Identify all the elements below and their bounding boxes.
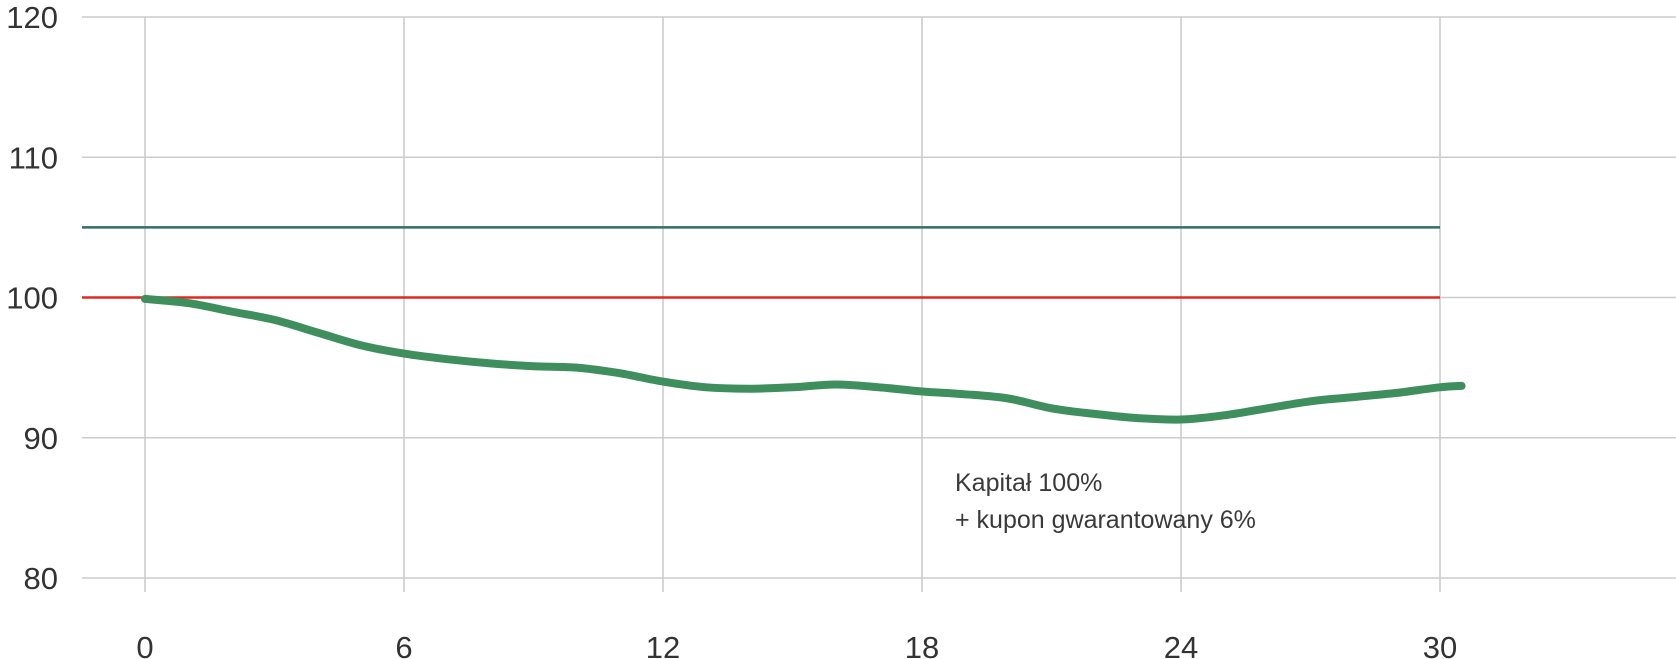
series-layer: [141, 294, 1466, 424]
x-tick-label-12: 12: [646, 630, 680, 659]
x-tick-label-18: 18: [905, 630, 939, 659]
x-tick-label-0: 0: [136, 630, 153, 659]
y-tick-label-100: 100: [6, 281, 58, 316]
reference-lines: [82, 226, 1440, 299]
y-tick-label-90: 90: [24, 421, 58, 456]
x-tick-label-30: 30: [1423, 630, 1457, 659]
annotation: Kapitał 100% + kupon gwarantowany 6%: [955, 469, 1256, 534]
y-tick-label-80: 80: [24, 561, 58, 596]
x-tick-label-6: 6: [395, 630, 412, 659]
tick-labels: 80 90 100 110 120 0 6 12 18 24 30: [6, 0, 1457, 659]
y-tick-label-120: 120: [6, 0, 58, 35]
annotation-line-2: + kupon gwarantowany 6%: [955, 506, 1256, 534]
y-tick-label-110: 110: [9, 140, 58, 175]
grid-lines: [82, 16, 1676, 592]
x-tick-label-24: 24: [1164, 630, 1198, 659]
annotation-line-1: Kapitał 100%: [955, 469, 1102, 497]
series-line-0: [141, 294, 1466, 424]
